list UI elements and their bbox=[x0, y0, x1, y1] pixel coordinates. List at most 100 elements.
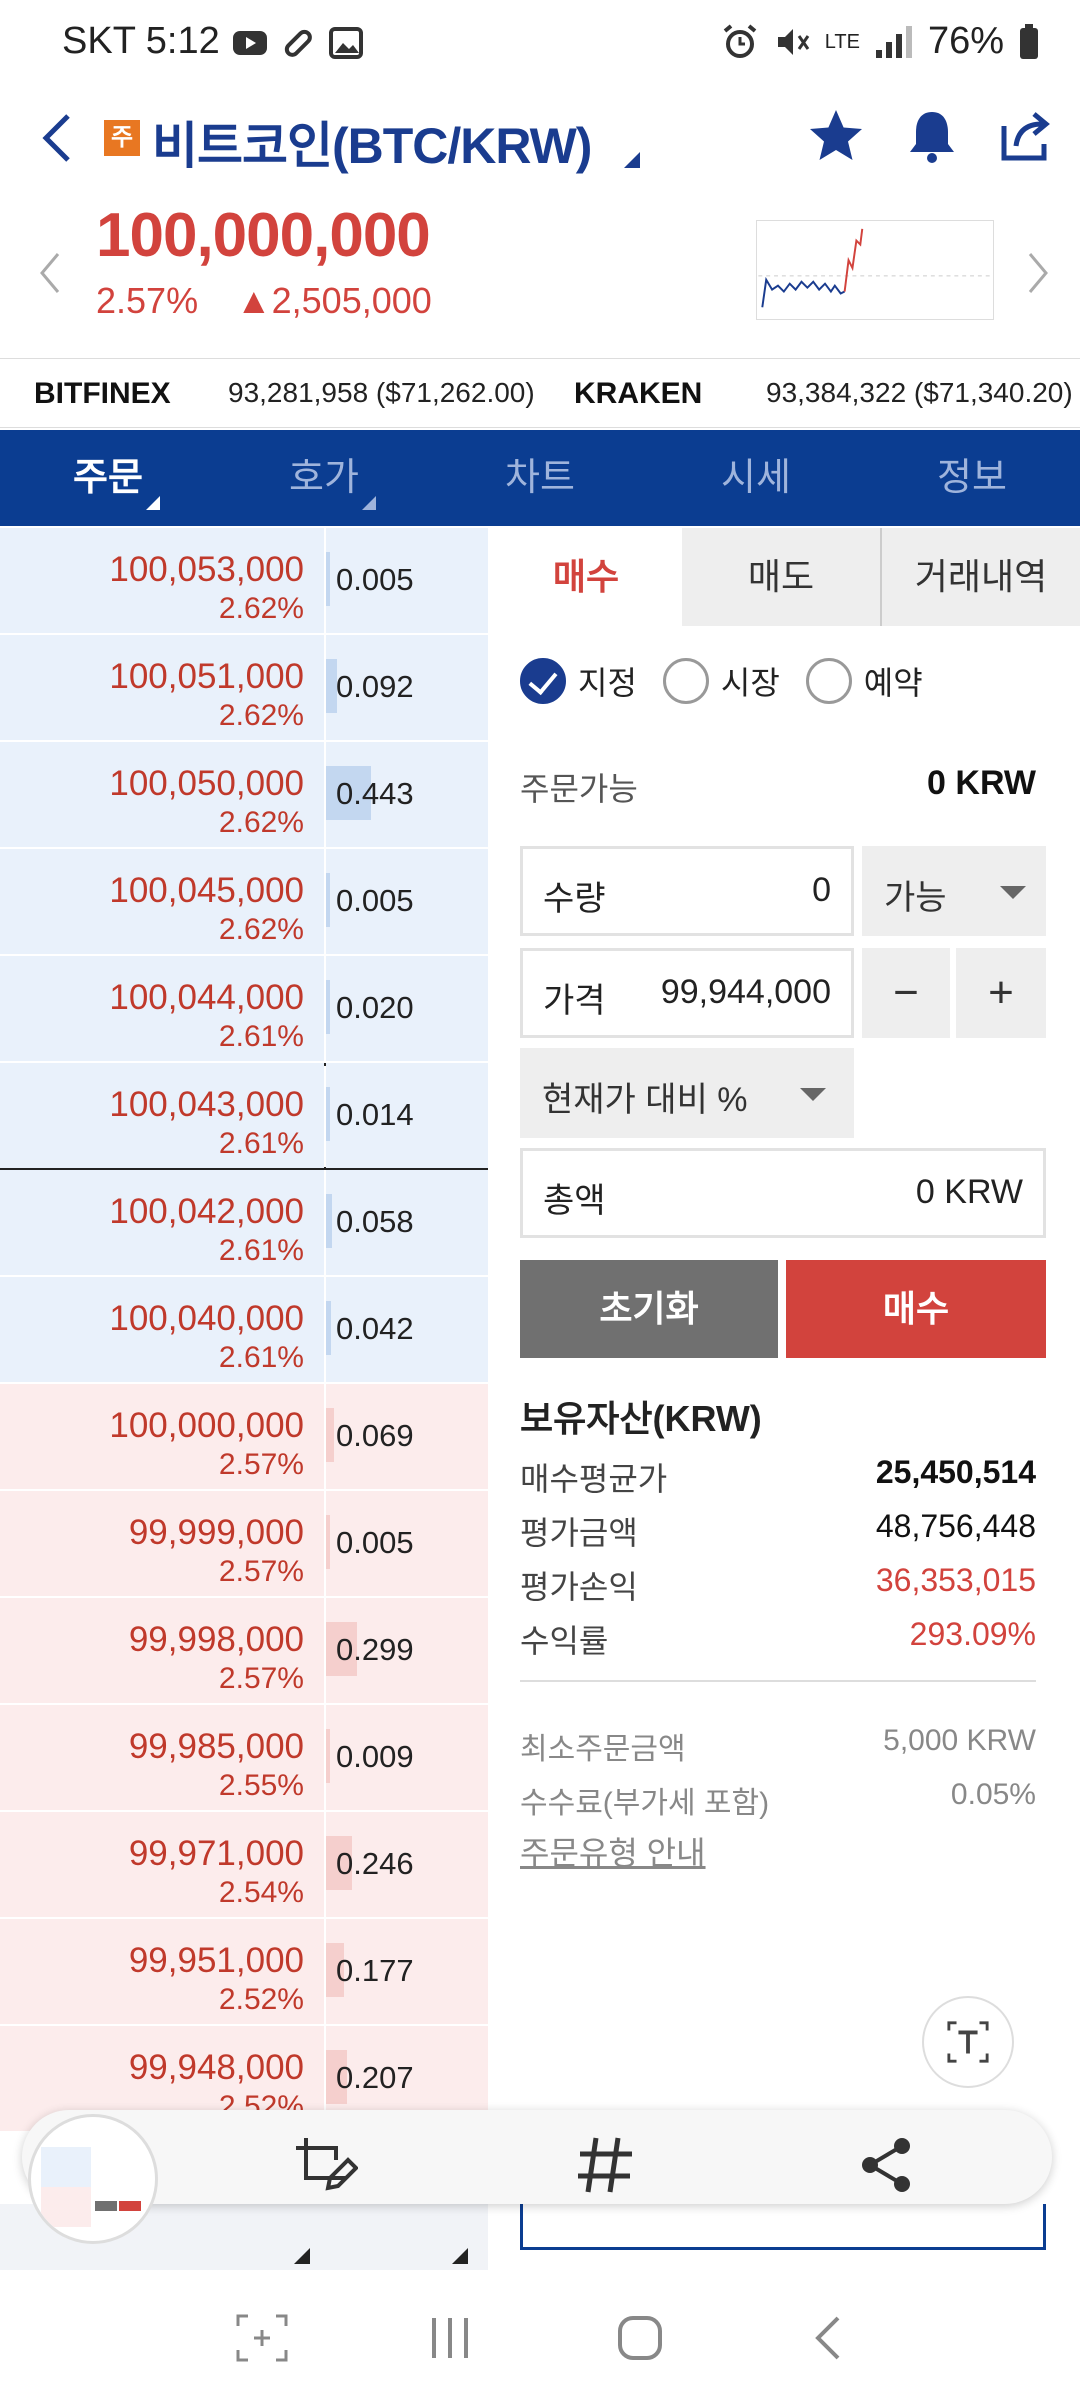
orderbook-row[interactable]: 100,045,000 2.62% 0.005 bbox=[0, 849, 488, 956]
depth-bar bbox=[326, 1515, 330, 1569]
tab-order[interactable]: 주문 bbox=[0, 430, 216, 526]
mini-price-chart[interactable] bbox=[756, 220, 994, 320]
orderbook-row[interactable]: 100,043,000 2.61% 0.014 bbox=[0, 1063, 488, 1170]
depth-bar bbox=[326, 2050, 347, 2104]
price-minus-button[interactable]: − bbox=[862, 948, 950, 1038]
quantity-mode-select[interactable]: 가능 bbox=[862, 846, 1046, 936]
back-nav-icon[interactable] bbox=[800, 2310, 860, 2366]
orderbook-row[interactable]: 99,985,000 2.55% 0.009 bbox=[0, 1705, 488, 1812]
price-cell[interactable]: 100,000,000 2.57% bbox=[0, 1384, 324, 1489]
order-panel: 매수 매도 거래내역 지정 시장 예약 주문가능 0 KRW 수량 0 가능 가… bbox=[490, 528, 1080, 2148]
radio-limit[interactable]: 지정 bbox=[520, 658, 637, 704]
price-input[interactable]: 가격 99,944,000 bbox=[520, 948, 854, 1038]
recent-apps-icon[interactable] bbox=[420, 2310, 480, 2366]
orderbook-row[interactable]: 99,999,000 2.57% 0.005 bbox=[0, 1491, 488, 1598]
quantity-cell: 0.246 bbox=[326, 1812, 488, 1917]
youtube-icon bbox=[233, 31, 267, 55]
order-price: 100,044,000 bbox=[109, 978, 304, 1017]
tab-orderbook[interactable]: 호가 bbox=[216, 430, 432, 526]
bell-icon[interactable] bbox=[900, 104, 964, 168]
order-price: 100,000,000 bbox=[109, 1406, 304, 1445]
price-cell[interactable]: 100,043,000 2.61% bbox=[0, 1063, 324, 1168]
coin-title[interactable]: 비트코인(BTC/KRW) bbox=[152, 118, 592, 174]
screen-capture-icon[interactable] bbox=[232, 2310, 292, 2366]
order-percent: 2.52% bbox=[218, 1983, 304, 2016]
order-type-guide-link[interactable]: 주문유형 안내 bbox=[520, 1835, 706, 1871]
tab-chart[interactable]: 차트 bbox=[505, 457, 575, 499]
price-cell[interactable]: 100,045,000 2.62% bbox=[0, 849, 324, 954]
back-icon[interactable] bbox=[34, 108, 84, 168]
order-quantity: 0.005 bbox=[336, 562, 414, 597]
orderbook-row[interactable]: 100,053,000 2.62% 0.005 bbox=[0, 528, 488, 635]
hashtag-icon[interactable] bbox=[570, 2130, 640, 2200]
price-cell[interactable]: 100,050,000 2.62% bbox=[0, 742, 324, 847]
system-nav-bar bbox=[0, 2270, 1080, 2400]
radio-reserve[interactable]: 예약 bbox=[805, 658, 923, 704]
divider bbox=[520, 1680, 1036, 1682]
price-cell[interactable]: 99,999,000 2.57% bbox=[0, 1491, 324, 1596]
orderbook-row[interactable]: 100,000,000 2.57% 0.069 bbox=[0, 1384, 488, 1491]
status-bar: SKT 5:12 LTE 76% bbox=[0, 0, 1080, 86]
price-cell[interactable]: 99,998,000 2.57% bbox=[0, 1598, 324, 1703]
reset-button[interactable]: 초기화 bbox=[520, 1260, 778, 1358]
favorite-star-icon[interactable] bbox=[804, 104, 868, 168]
available-label: 주문가능 bbox=[520, 771, 638, 807]
price-cell[interactable]: 99,985,000 2.55% bbox=[0, 1705, 324, 1810]
price-cell[interactable]: 99,951,000 2.52% bbox=[0, 1919, 324, 2024]
text-extract-icon[interactable] bbox=[922, 1996, 1014, 2088]
battery-icon bbox=[1020, 23, 1038, 59]
home-icon[interactable] bbox=[610, 2310, 670, 2366]
orderbook-row[interactable]: 100,050,000 2.62% 0.443 bbox=[0, 742, 488, 849]
price-cell[interactable]: 100,051,000 2.62% bbox=[0, 635, 324, 740]
order-quantity: 0.014 bbox=[336, 1097, 414, 1132]
orderbook-row[interactable]: 100,044,000 2.61% 0.020 bbox=[0, 956, 488, 1063]
next-coin-icon[interactable] bbox=[1022, 248, 1052, 298]
orderbook-row[interactable]: 99,971,000 2.54% 0.246 bbox=[0, 1812, 488, 1919]
price-plus-button[interactable]: + bbox=[956, 948, 1046, 1038]
price-cell[interactable]: 100,053,000 2.62% bbox=[0, 528, 324, 633]
orderbook-row[interactable]: 99,998,000 2.57% 0.299 bbox=[0, 1598, 488, 1705]
signal-icon bbox=[875, 25, 912, 58]
share-icon[interactable] bbox=[852, 2130, 922, 2200]
radio-market[interactable]: 시장 bbox=[662, 658, 780, 704]
orderbook-row[interactable]: 100,051,000 2.62% 0.092 bbox=[0, 635, 488, 742]
quantity-cell: 0.005 bbox=[326, 1491, 488, 1596]
tab-history[interactable]: 거래내역 bbox=[880, 528, 1080, 626]
price-cell[interactable]: 99,971,000 2.54% bbox=[0, 1812, 324, 1917]
order-price: 100,045,000 bbox=[109, 871, 304, 910]
order-price: 100,050,000 bbox=[109, 764, 304, 803]
exchange-name: KRAKEN bbox=[574, 377, 703, 410]
prev-coin-icon[interactable] bbox=[36, 248, 66, 298]
exchange-price: 93,281,958 ($71,262.00) bbox=[228, 377, 535, 408]
crop-edit-icon[interactable] bbox=[288, 2130, 358, 2200]
order-price: 99,951,000 bbox=[128, 1941, 304, 1980]
tab-buy[interactable]: 매수 bbox=[490, 528, 682, 626]
orderbook-row[interactable]: 100,040,000 2.61% 0.042 bbox=[0, 1277, 488, 1384]
battery-level: 76% bbox=[927, 20, 1004, 62]
clock: 5:12 bbox=[145, 20, 220, 62]
price-cell[interactable]: 100,040,000 2.61% bbox=[0, 1277, 324, 1382]
tab-market-price[interactable]: 시세 bbox=[721, 457, 791, 499]
order-price: 100,051,000 bbox=[109, 657, 304, 696]
screenshot-thumbnail[interactable] bbox=[28, 2114, 158, 2244]
quantity-cell: 0.020 bbox=[326, 956, 488, 1061]
order-percent: 2.57% bbox=[218, 1555, 304, 1588]
price-cell[interactable]: 100,042,000 2.61% bbox=[0, 1170, 324, 1275]
price-cell[interactable]: 100,044,000 2.61% bbox=[0, 956, 324, 1061]
total-input[interactable]: 총액 0 KRW bbox=[520, 1148, 1046, 1238]
orderbook-row[interactable]: 100,042,000 2.61% 0.058 bbox=[0, 1170, 488, 1277]
orderbook[interactable]: 100,053,000 2.62% 0.005 100,051,000 2.62% 0.0… bbox=[0, 528, 488, 2148]
tab-sell[interactable]: 매도 bbox=[682, 528, 880, 626]
change-amount: ▲2,505,000 bbox=[236, 280, 432, 321]
quantity-cell: 0.299 bbox=[326, 1598, 488, 1703]
coin-select-caret-icon[interactable] bbox=[624, 152, 640, 168]
holdings-title: 보유자산(KRW) bbox=[520, 1398, 762, 1439]
share-icon[interactable] bbox=[994, 104, 1058, 168]
percent-select[interactable]: 현재가 대비 % bbox=[520, 1048, 854, 1138]
depth-bar bbox=[326, 1622, 357, 1676]
quantity-cell: 0.042 bbox=[326, 1277, 488, 1382]
quantity-input[interactable]: 수량 0 bbox=[520, 846, 854, 936]
orderbook-row[interactable]: 99,951,000 2.52% 0.177 bbox=[0, 1919, 488, 2026]
buy-button[interactable]: 매수 bbox=[786, 1260, 1046, 1358]
tab-info[interactable]: 정보 bbox=[937, 457, 1007, 499]
